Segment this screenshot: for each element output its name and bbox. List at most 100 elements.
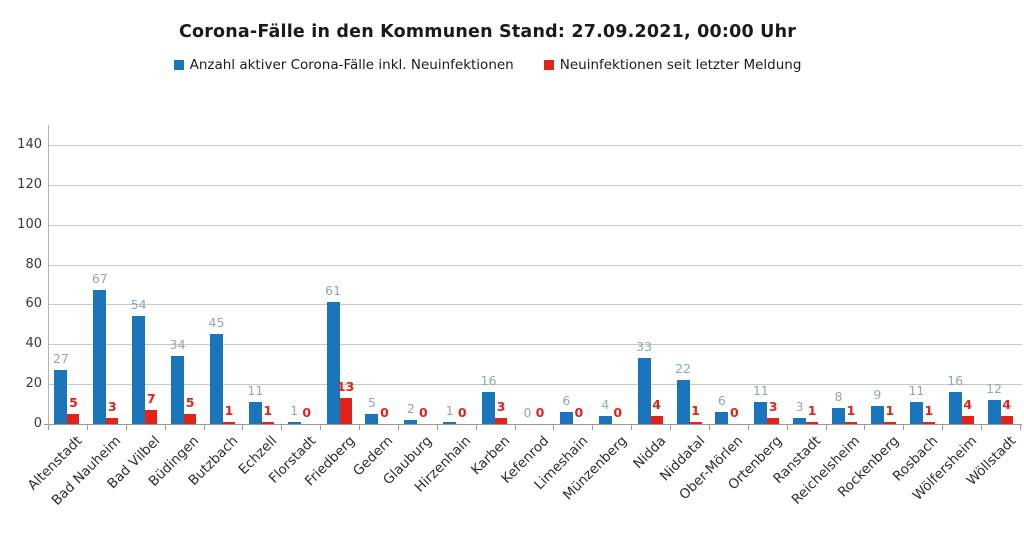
- x-axis-tick: [1020, 425, 1021, 430]
- bar-new-infections: [495, 418, 508, 424]
- x-axis-line: [44, 424, 1022, 425]
- bar-active-cases: [404, 420, 418, 424]
- bar-value-label-new: 1: [924, 403, 934, 418]
- y-axis-tick-label: 20: [25, 376, 42, 392]
- x-axis-tick: [397, 425, 399, 430]
- bar-value-label-new: 0: [457, 405, 467, 420]
- bar-value-label-active: 2: [406, 401, 415, 416]
- bar-active-cases: [637, 358, 651, 424]
- bar-new-infections: [106, 418, 119, 424]
- bar-active-cases: [598, 416, 612, 424]
- bar-value-label-active: 11: [752, 383, 769, 398]
- x-axis-tick: [670, 425, 672, 430]
- bar-active-cases: [870, 406, 884, 424]
- bar-value-label-new: 1: [846, 403, 856, 418]
- gridline: [48, 224, 1022, 226]
- bar-value-label-active: 12: [986, 381, 1002, 396]
- gridline: [48, 184, 1022, 186]
- bar-value-label-active: 34: [169, 337, 186, 352]
- legend-label: Neuinfektionen seit letzter Meldung: [559, 57, 802, 73]
- bar-new-infections: [845, 422, 858, 424]
- bar-active-cases: [287, 422, 301, 424]
- bar-active-cases: [482, 392, 496, 424]
- bar-value-label-active: 67: [91, 271, 108, 286]
- bar-new-infections: [67, 414, 80, 424]
- bar-new-infections: [222, 422, 235, 424]
- bar-value-label-active: 3: [795, 399, 804, 414]
- y-axis-tick-label: 0: [33, 416, 42, 431]
- bar-value-label-new: 3: [496, 399, 506, 414]
- bar-active-cases: [909, 402, 923, 424]
- bar-value-label-active: 5: [367, 395, 376, 410]
- bar-active-cases: [132, 316, 146, 424]
- bar-active-cases: [987, 400, 1001, 424]
- bar-active-cases: [248, 402, 262, 424]
- bar-new-infections: [650, 416, 663, 424]
- bar-value-label-new: 4: [652, 397, 661, 412]
- bar-value-label-new: 1: [691, 403, 700, 418]
- bar-value-label-active: 1: [445, 403, 454, 418]
- bar-value-label-new: 0: [574, 405, 584, 420]
- bar-value-label-active: 8: [834, 389, 843, 404]
- legend-marker-square-icon: [543, 60, 554, 70]
- gridline: [48, 304, 1022, 306]
- bar-value-label-active: 45: [208, 315, 225, 330]
- legend-label: Anzahl aktiver Corona-Fälle inkl. Neuinf…: [189, 57, 514, 73]
- bar-value-label-new: 0: [730, 405, 739, 420]
- bar-value-label-new: 1: [807, 403, 817, 418]
- bar-value-label-new: 13: [336, 379, 355, 394]
- x-axis-tick: [553, 425, 555, 430]
- bar-value-label-active: 9: [873, 387, 882, 402]
- y-axis-tick-label: 80: [25, 256, 42, 272]
- bar-active-cases: [715, 412, 729, 424]
- x-axis-tick: [903, 425, 905, 430]
- bar-value-label-active: 27: [52, 351, 69, 366]
- legend-item: Anzahl aktiver Corona-Fälle inkl. Neuinf…: [173, 57, 514, 73]
- bar-new-infections: [922, 422, 935, 424]
- bar-active-cases: [209, 334, 223, 424]
- bar-value-label-active: 4: [601, 397, 610, 412]
- bar-value-label-active: 33: [636, 339, 653, 354]
- bar-new-infections: [184, 414, 197, 424]
- bar-active-cases: [365, 414, 379, 424]
- x-axis-tick: [786, 425, 788, 430]
- x-axis-tick: [981, 425, 983, 430]
- x-axis-tick: [48, 425, 49, 430]
- x-axis-tick: [825, 425, 827, 430]
- bar-value-label-new: 3: [107, 399, 117, 414]
- x-axis-tick: [86, 425, 88, 430]
- y-axis-tick-label: 140: [17, 136, 42, 152]
- bar-value-label-active: 61: [325, 283, 342, 298]
- x-axis-tick: [359, 425, 361, 430]
- x-axis-tick: [125, 425, 127, 430]
- y-axis-tick-label: 40: [25, 336, 42, 352]
- bar-active-cases: [559, 412, 573, 424]
- bar-value-label-new: 4: [1002, 397, 1011, 412]
- bar-active-cases: [754, 402, 768, 424]
- bar-value-label-active: 6: [717, 393, 726, 408]
- y-axis-tick-label: 60: [25, 296, 42, 312]
- bar-value-label-new: 4: [963, 397, 973, 412]
- bar-value-label-active: 16: [480, 373, 497, 388]
- y-axis-tick-label: 100: [17, 216, 42, 232]
- bar-active-cases: [793, 418, 807, 424]
- x-axis-tick: [203, 425, 205, 430]
- bar-value-label-active: 11: [908, 383, 925, 398]
- bar-value-label-active: 16: [947, 373, 964, 388]
- chart-legend: Anzahl aktiver Corona-Fälle inkl. Neuinf…: [0, 57, 975, 73]
- x-axis-tick: [242, 425, 244, 430]
- x-axis-tick: [942, 425, 944, 430]
- gridline: [48, 264, 1022, 266]
- bar-active-cases: [93, 290, 107, 424]
- bar-value-label-new: 5: [69, 395, 78, 410]
- bar-new-infections: [145, 410, 158, 424]
- bar-new-infections: [689, 422, 702, 424]
- gridline: [48, 344, 1022, 346]
- bar-value-label-new: 0: [380, 405, 389, 420]
- x-axis-tick: [864, 425, 866, 430]
- x-axis-tick: [164, 425, 166, 430]
- bar-value-label-new: 1: [885, 403, 895, 418]
- bar-value-label-new: 0: [419, 405, 428, 420]
- bar-new-infections: [339, 398, 352, 424]
